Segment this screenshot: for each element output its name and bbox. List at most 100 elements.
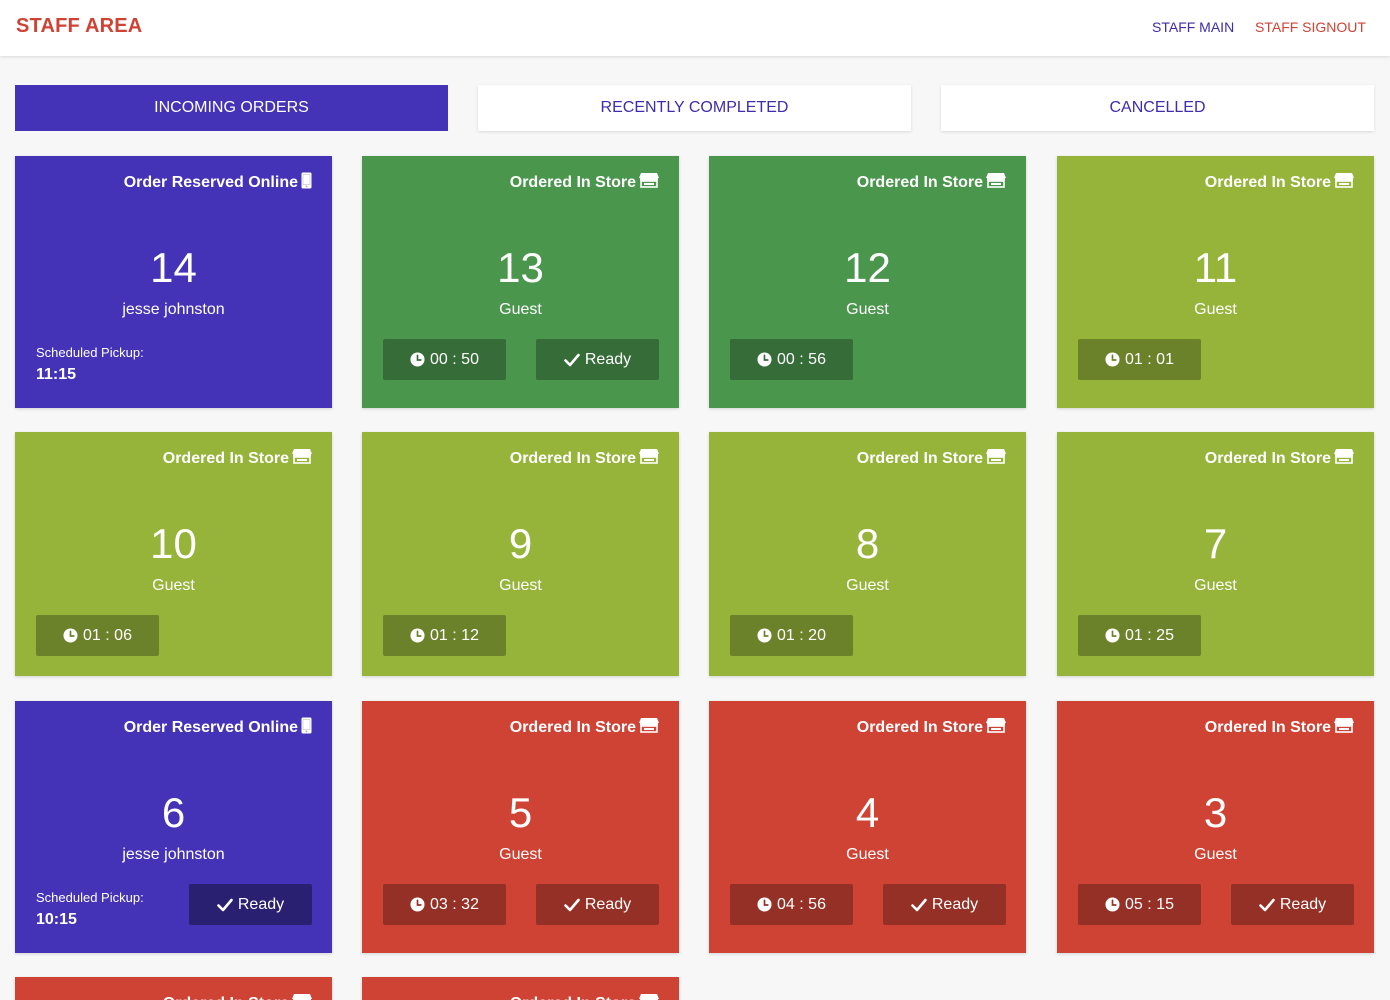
store-icon bbox=[986, 448, 1006, 469]
order-source-label: Ordered In Store bbox=[856, 718, 983, 736]
ready-button[interactable]: Ready bbox=[1231, 884, 1354, 925]
order-card[interactable]: Ordered In Store 4 Guest 04 : 56 Ready bbox=[709, 701, 1026, 953]
store-icon bbox=[292, 448, 312, 469]
order-source: Ordered In Store bbox=[857, 448, 1006, 469]
order-number: 4 bbox=[855, 789, 880, 836]
order-timer: 01 : 01 bbox=[1078, 339, 1201, 380]
customer-name: Guest bbox=[846, 846, 889, 863]
order-source-label: Order Reserved Online bbox=[123, 719, 298, 736]
order-source-label: Ordered In Store bbox=[163, 995, 289, 1000]
order-timer-value: 00 : 50 bbox=[430, 350, 479, 368]
scheduled-pickup-time: 11:15 bbox=[36, 366, 77, 383]
store-icon bbox=[639, 717, 659, 738]
clock-icon bbox=[1105, 352, 1120, 367]
order-source-label: Order Reserved Online bbox=[123, 174, 298, 191]
brand-title[interactable]: STAFF AREA bbox=[16, 15, 143, 37]
tab-incoming-orders[interactable]: INCOMING ORDERS bbox=[15, 85, 448, 131]
customer-name: Guest bbox=[499, 301, 542, 318]
order-card[interactable]: Ordered In Store bbox=[15, 977, 332, 1000]
order-number: 9 bbox=[508, 520, 533, 567]
scheduled-pickup-time: 10:15 bbox=[36, 911, 77, 928]
clock-icon bbox=[757, 352, 772, 367]
check-icon bbox=[564, 353, 580, 367]
order-number: 7 bbox=[1203, 520, 1228, 567]
tab-recently-completed[interactable]: RECENTLY COMPLETED bbox=[478, 85, 911, 131]
nav-staff-main-link[interactable]: STAFF MAIN bbox=[1152, 19, 1235, 35]
store-icon bbox=[986, 717, 1006, 738]
order-source-label: Ordered In Store bbox=[509, 718, 636, 736]
order-card[interactable]: Ordered In Store bbox=[362, 977, 679, 1000]
order-source: Ordered In Store bbox=[510, 993, 659, 1000]
order-card[interactable]: Ordered In Store 13 Guest 00 : 50 Ready bbox=[362, 156, 679, 408]
customer-name: Guest bbox=[152, 577, 195, 594]
order-card[interactable]: Ordered In Store 12 Guest 00 : 56 bbox=[709, 156, 1026, 408]
nav-staff-signout-link[interactable]: STAFF SIGNOUT bbox=[1255, 19, 1366, 35]
clock-icon bbox=[1105, 628, 1120, 643]
order-timer: 01 : 20 bbox=[730, 615, 853, 656]
scheduled-pickup-label: Scheduled Pickup: bbox=[36, 890, 144, 905]
order-card[interactable]: Ordered In Store 11 Guest 01 : 01 bbox=[1057, 156, 1374, 408]
scheduled-pickup-label: Scheduled Pickup: bbox=[36, 345, 144, 360]
order-card[interactable]: Ordered In Store 3 Guest 05 : 15 Ready bbox=[1057, 701, 1374, 953]
order-timer-value: 01 : 12 bbox=[430, 626, 479, 644]
store-icon bbox=[639, 993, 659, 1000]
ready-button[interactable]: Ready bbox=[536, 884, 659, 925]
order-source: Ordered In Store bbox=[857, 717, 1006, 738]
order-source: Ordered In Store bbox=[163, 448, 312, 469]
order-number: 6 bbox=[161, 789, 186, 836]
order-number: 8 bbox=[855, 520, 880, 567]
store-icon bbox=[639, 448, 659, 469]
clock-icon bbox=[1105, 897, 1120, 912]
order-number: 13 bbox=[497, 244, 544, 291]
order-card[interactable]: Ordered In Store 5 Guest 03 : 32 Ready bbox=[362, 701, 679, 953]
customer-name: Guest bbox=[1194, 846, 1237, 863]
clock-icon bbox=[757, 897, 772, 912]
store-icon bbox=[986, 172, 1006, 193]
order-card[interactable]: Order Reserved Online 6 jesse johnston Sche… bbox=[15, 701, 332, 953]
order-card[interactable]: Ordered In Store 9 Guest 01 : 12 bbox=[362, 432, 679, 676]
order-number: 5 bbox=[508, 789, 533, 836]
check-icon bbox=[1259, 898, 1275, 912]
order-card[interactable]: Ordered In Store 8 Guest 01 : 20 bbox=[709, 432, 1026, 676]
order-timer: 00 : 56 bbox=[730, 339, 853, 380]
store-icon bbox=[1334, 172, 1354, 193]
customer-name: jesse johnston bbox=[122, 846, 225, 863]
order-timer-value: 01 : 01 bbox=[1125, 350, 1174, 368]
order-timer-value: 04 : 56 bbox=[777, 895, 826, 913]
order-timer: 01 : 06 bbox=[36, 615, 159, 656]
top-navbar: STAFF AREA STAFF MAIN STAFF SIGNOUT bbox=[0, 0, 1390, 56]
order-source-label: Ordered In Store bbox=[1204, 173, 1331, 191]
mobile-icon bbox=[301, 172, 312, 194]
order-card[interactable]: Ordered In Store 7 Guest 01 : 25 bbox=[1057, 432, 1374, 676]
customer-name: Guest bbox=[846, 301, 889, 318]
store-icon bbox=[292, 993, 312, 1000]
order-source: Ordered In Store bbox=[163, 993, 312, 1000]
order-timer: 01 : 25 bbox=[1078, 615, 1201, 656]
order-number: 14 bbox=[150, 244, 197, 291]
order-number: 3 bbox=[1203, 789, 1228, 836]
order-timer-value: 01 : 20 bbox=[777, 626, 826, 644]
check-icon bbox=[217, 898, 233, 912]
check-icon bbox=[911, 898, 927, 912]
order-source: Order Reserved Online bbox=[124, 172, 312, 194]
order-number: 12 bbox=[844, 244, 891, 291]
ready-button-label: Ready bbox=[584, 350, 632, 368]
customer-name: Guest bbox=[846, 577, 889, 594]
order-source: Order Reserved Online bbox=[124, 717, 312, 739]
order-source-label: Ordered In Store bbox=[509, 173, 636, 191]
order-timer: 03 : 32 bbox=[383, 884, 506, 925]
ready-button-label: Ready bbox=[237, 895, 285, 913]
order-source-label: Ordered In Store bbox=[1204, 718, 1331, 736]
order-timer-value: 01 : 06 bbox=[83, 626, 132, 644]
order-source-label: Ordered In Store bbox=[856, 173, 983, 191]
order-card[interactable]: Order Reserved Online 14 jesse johnston Sch… bbox=[15, 156, 332, 408]
ready-button[interactable]: Ready bbox=[189, 884, 312, 925]
ready-button[interactable]: Ready bbox=[883, 884, 1006, 925]
order-card[interactable]: Ordered In Store 10 Guest 01 : 06 bbox=[15, 432, 332, 676]
check-icon bbox=[564, 898, 580, 912]
order-timer-value: 05 : 15 bbox=[1125, 895, 1174, 913]
ready-button[interactable]: Ready bbox=[536, 339, 659, 380]
customer-name: Guest bbox=[499, 577, 542, 594]
clock-icon bbox=[410, 897, 425, 912]
tab-cancelled[interactable]: CANCELLED bbox=[941, 85, 1374, 131]
